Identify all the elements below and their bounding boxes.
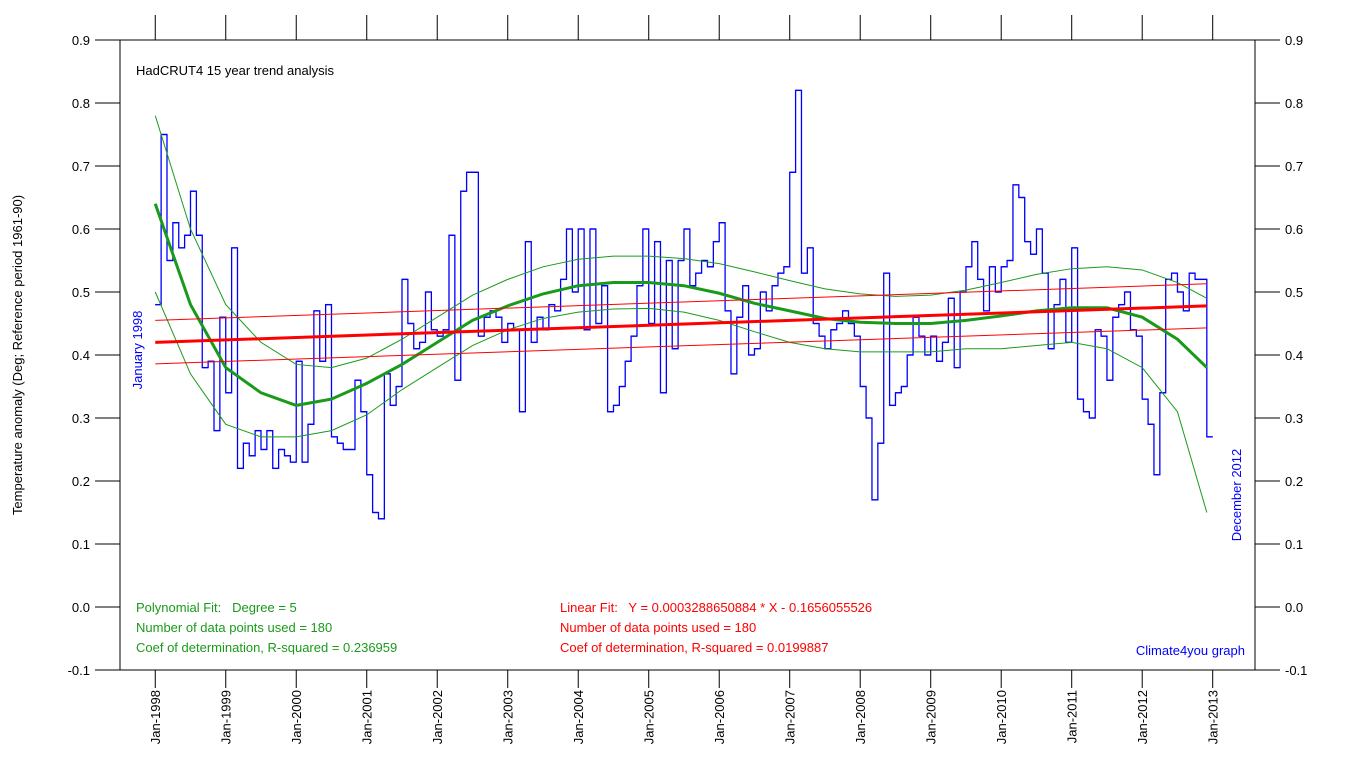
x-tick-label: Jan-1999 xyxy=(219,690,234,744)
x-tick-label: Jan-2000 xyxy=(289,690,304,744)
y-tick-label: 0.5 xyxy=(72,285,90,300)
step-risers xyxy=(155,89,1213,520)
plot-frame xyxy=(119,39,1256,671)
y2-tick-label: 0.1 xyxy=(1285,537,1303,552)
y-tick-label: 0.7 xyxy=(72,159,90,174)
start-annotation: January 1998 xyxy=(130,311,145,390)
fit-line xyxy=(154,291,1208,513)
y-tick-label: 0.8 xyxy=(72,96,90,111)
y-tick-label: 0.1 xyxy=(72,537,90,552)
y2-tick-label: 0.6 xyxy=(1285,222,1303,237)
y2-tick-label: 0.8 xyxy=(1285,96,1303,111)
x-tick-label: Jan-2012 xyxy=(1135,690,1150,744)
y-tick-label: 0.9 xyxy=(72,33,90,48)
x-tick-label: Jan-2010 xyxy=(994,690,1009,744)
y2-tick-label: 0.4 xyxy=(1285,348,1303,363)
x-tick-label: Jan-2003 xyxy=(501,690,516,744)
credit: Climate4you graph xyxy=(1136,643,1245,658)
end-annotation: December 2012 xyxy=(1229,449,1244,542)
x-tick-label: Jan-2007 xyxy=(783,690,798,744)
y-tick-label: 0.3 xyxy=(72,411,90,426)
y-tick-label: 0.6 xyxy=(72,222,90,237)
y2-tick-label: 0.9 xyxy=(1285,33,1303,48)
y2-tick-label: 0.0 xyxy=(1285,600,1303,615)
x-tick-label: Jan-2004 xyxy=(571,690,586,744)
x-tick-label: Jan-2013 xyxy=(1206,690,1221,744)
fit-line xyxy=(155,327,1207,365)
y2-tick-label: -0.1 xyxy=(1285,663,1307,678)
y2-tick-label: 0.7 xyxy=(1285,159,1303,174)
y-tick-label: 0.4 xyxy=(72,348,90,363)
y-tick-label: -0.1 xyxy=(68,663,90,678)
linear-note: Number of data points used = 180 xyxy=(560,620,756,635)
fit-line xyxy=(155,283,1207,321)
linear-note: Coef of determination, R-squared = 0.019… xyxy=(560,640,828,655)
poly-note: Coef of determination, R-squared = 0.236… xyxy=(136,640,397,655)
x-tick-label: Jan-2005 xyxy=(642,690,657,744)
chart-title: HadCRUT4 15 year trend analysis xyxy=(136,63,334,78)
y-tick-label: 0.0 xyxy=(72,600,90,615)
y-axis-label: Temperature anomaly (Deg; Reference peri… xyxy=(10,195,25,515)
fit-line xyxy=(153,203,1208,407)
x-tick-label: Jan-2011 xyxy=(1065,690,1080,743)
y-tick-label: 0.2 xyxy=(72,474,90,489)
x-tick-label: Jan-2006 xyxy=(712,690,727,744)
poly-note: Polynomial Fit: Degree = 5 xyxy=(136,600,297,615)
fit-line xyxy=(155,304,1207,344)
poly-note: Number of data points used = 180 xyxy=(136,620,332,635)
fit-line xyxy=(154,115,1208,369)
linear-note: Linear Fit: Y = 0.0003288650884 * X - 0.… xyxy=(560,600,872,615)
x-tick-label: Jan-2001 xyxy=(360,690,375,744)
x-tick-label: Jan-2009 xyxy=(924,690,939,744)
y2-tick-label: 0.5 xyxy=(1285,285,1303,300)
y2-tick-label: 0.2 xyxy=(1285,474,1303,489)
x-tick-label: Jan-2008 xyxy=(853,690,868,744)
x-tick-label: Jan-1998 xyxy=(148,690,163,744)
y2-tick-label: 0.3 xyxy=(1285,411,1303,426)
x-tick-label: Jan-2002 xyxy=(430,690,445,744)
